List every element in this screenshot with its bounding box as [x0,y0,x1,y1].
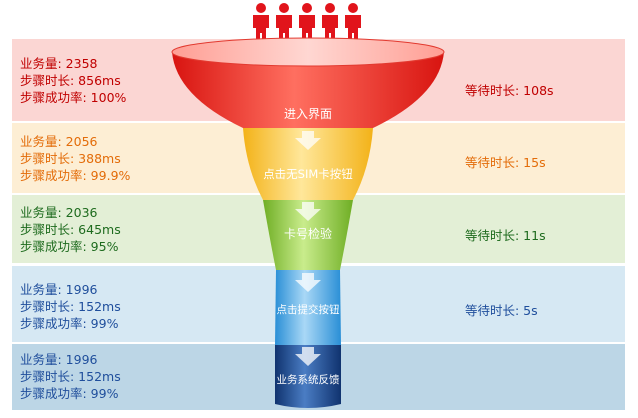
funnel-label-4: 点击提交按钮 [277,303,340,316]
funnel-label-3: 卡号检验 [284,226,332,241]
stage-1-duration: 步骤时长: 856ms [20,73,121,88]
stage-2-wait-time: 等待时长: 15s [465,155,546,170]
arrow-down-icon [295,273,321,292]
stage-3-stats: 业务量: 2036 步骤时长: 645ms 步骤成功率: 95% [20,204,121,255]
stage-2-duration: 步骤时长: 388ms [20,151,121,166]
stage-3-success-rate: 步骤成功率: 95% [20,239,119,254]
stage-4-stats: 业务量: 1996 步骤时长: 152ms 步骤成功率: 99% [20,281,121,332]
stage-5-duration: 步骤时长: 152ms [20,369,121,384]
stage-5-success-rate: 步骤成功率: 99% [20,386,119,401]
funnel-label-5: 业务系统反馈 [277,373,340,386]
arrow-down-icon [295,131,321,150]
stage-5-volume: 业务量: 1996 [20,352,98,367]
people-group-icon [253,3,361,44]
stage-1-stats: 业务量: 2358 步骤时长: 856ms 步骤成功率: 100% [20,55,126,106]
stage-3-volume: 业务量: 2036 [20,205,98,220]
stage-1-wait-time: 等待时长: 108s [465,83,554,98]
funnel-section-2 [243,128,373,200]
stage-4-volume: 业务量: 1996 [20,282,98,297]
funnel-label-1: 进入界面 [284,107,332,121]
stage-2-success-rate: 步骤成功率: 99.9% [20,168,131,183]
stage-4-duration: 步骤时长: 152ms [20,299,121,314]
stage-4-wait-time: 等待时长: 5s [465,303,538,318]
arrow-down-icon [295,202,321,221]
stage-2-stats: 业务量: 2056 步骤时长: 388ms 步骤成功率: 99.9% [20,133,130,184]
funnel-section-3 [263,200,353,270]
funnel-label-2: 点击无SIM卡按钮 [263,167,353,181]
stage-5-stats: 业务量: 1996 步骤时长: 152ms 步骤成功率: 99% [20,351,121,402]
funnel-section-5 [275,345,341,408]
stage-3-wait-time: 等待时长: 11s [465,228,546,243]
funnel-section-1 [171,37,445,128]
funnel-section-4 [275,270,341,345]
stage-2-volume: 业务量: 2056 [20,134,98,149]
stage-1-success-rate: 步骤成功率: 100% [20,90,127,105]
stage-1-volume: 业务量: 2358 [20,56,98,71]
stage-3-duration: 步骤时长: 645ms [20,222,121,237]
arrow-down-icon [295,347,321,366]
stage-4-success-rate: 步骤成功率: 99% [20,316,119,331]
